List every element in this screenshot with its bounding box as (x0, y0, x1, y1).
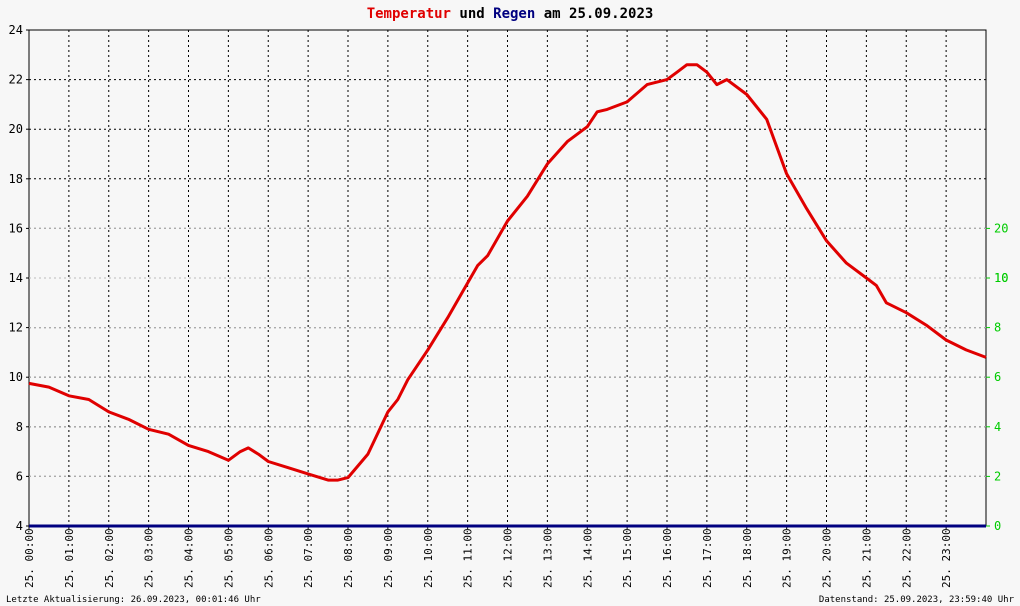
x-tick-label: 25. 20:00 (821, 528, 834, 588)
x-tick-label: 25. 07:00 (302, 528, 315, 588)
x-tick-label: 25. 21:00 (860, 528, 873, 588)
x-tick-label: 25. 02:00 (103, 528, 116, 588)
y-tick-label: 18 (9, 172, 23, 186)
y-tick-label: 14 (9, 271, 23, 285)
x-tick-label: 25. 13:00 (541, 528, 554, 588)
y2-tick-label: 0 (994, 519, 1001, 533)
title-und: und (451, 6, 493, 22)
x-tick-label: 25. 03:00 (143, 528, 156, 588)
title-date: am 25.09.2023 (535, 6, 653, 22)
x-tick-label: 25. 08:00 (342, 528, 355, 588)
y2-tick-label: 8 (994, 321, 1001, 335)
y2-tick-label: 6 (994, 370, 1001, 384)
x-tick-label: 25. 00:00 (23, 528, 36, 588)
x-tick-label: 25. 09:00 (382, 528, 395, 588)
y-tick-label: 20 (9, 122, 23, 136)
x-tick-label: 25. 14:00 (581, 528, 594, 588)
y-tick-label: 4 (16, 519, 23, 533)
temperature-line (28, 63, 987, 482)
x-tick-label: 25. 23:00 (940, 528, 953, 588)
x-tick-label: 25. 04:00 (183, 528, 196, 588)
series-layer (28, 63, 987, 528)
x-axis: 25. 00:00 25. 01:00 25. 02:00 25. 03:00 25. … (23, 526, 953, 588)
y2-tick-label: 2 (994, 469, 1001, 483)
y-tick-label: 8 (16, 420, 23, 434)
x-tick-label: 25. 19:00 (781, 528, 794, 588)
x-tick-label: 25. 15:00 (621, 528, 634, 588)
y-tick-label: 16 (9, 221, 23, 235)
x-tick-label: 25. 01:00 (63, 528, 76, 588)
footer-data-status: Datenstand: 25.09.2023, 23:59:40 Uhr (819, 595, 1015, 605)
y2-tick-label: 10 (994, 271, 1008, 285)
y2-tick-label: 20 (994, 221, 1008, 235)
x-tick-label: 25. 16:00 (661, 528, 674, 588)
x-tick-label: 25. 22:00 (900, 528, 913, 588)
footer-last-update: Letzte Aktualisierung: 26.09.2023, 00:01… (6, 595, 261, 605)
y-tick-label: 6 (16, 469, 23, 483)
x-tick-label: 25. 05:00 (222, 528, 235, 588)
left-axis: 4 6 8 10 12 14 16 18 20 22 24 (9, 23, 29, 533)
x-tick-label: 25. 17:00 (701, 528, 714, 588)
y-tick-label: 12 (9, 321, 23, 335)
x-tick-label: 25. 18:00 (741, 528, 754, 588)
x-tick-label: 25. 11:00 (462, 528, 475, 588)
y-tick-label: 24 (9, 23, 23, 37)
y-tick-label: 22 (9, 73, 23, 87)
x-tick-label: 25. 12:00 (502, 528, 515, 588)
y2-tick-label: 10 (994, 271, 1008, 285)
y-tick-label: 10 (9, 370, 23, 384)
y2-tick-label: 4 (994, 420, 1001, 434)
chart-title: Temperatur und Regen am 25.09.2023 (367, 6, 654, 22)
title-temperature: Temperatur (367, 6, 451, 22)
x-tick-label: 25. 06:00 (262, 528, 275, 588)
title-rain: Regen (493, 6, 535, 22)
x-tick-label: 25. 10:00 (422, 528, 435, 588)
grid (29, 30, 986, 526)
